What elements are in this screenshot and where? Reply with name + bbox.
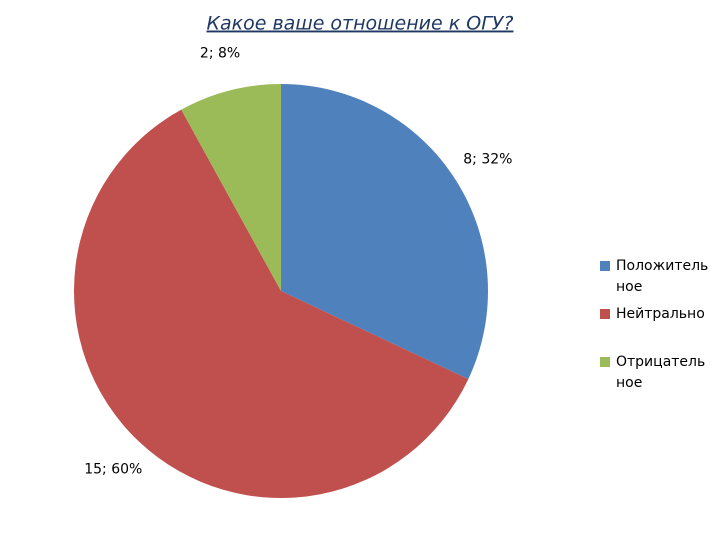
- legend-label: Положитель ное: [616, 258, 708, 295]
- data-label: 8; 32%: [463, 152, 512, 168]
- legend-swatch: [600, 357, 610, 367]
- pie-slice: [281, 84, 488, 380]
- pie-slice: [74, 109, 469, 498]
- data-label: 2; 8%: [200, 46, 240, 62]
- data-label: 15; 60%: [84, 462, 142, 478]
- legend-label: Нейтрально: [616, 306, 705, 322]
- pie-slice: [181, 84, 281, 291]
- legend-swatch: [600, 261, 610, 271]
- legend-label: Отрицатель ное: [616, 354, 705, 391]
- legend-swatch: [600, 309, 610, 319]
- chart-title: Какое ваше отношение к ОГУ?: [207, 13, 514, 35]
